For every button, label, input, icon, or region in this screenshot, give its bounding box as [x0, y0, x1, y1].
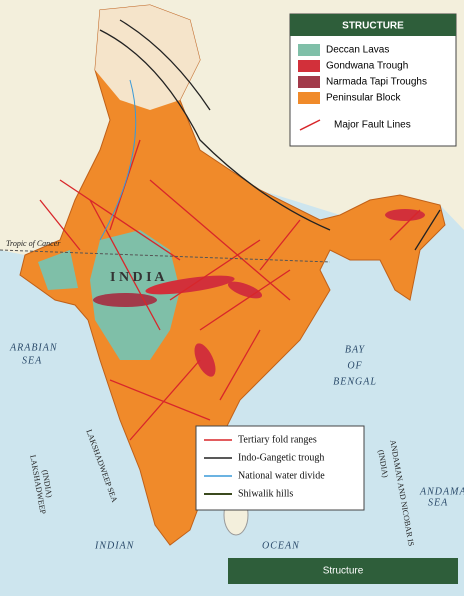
gondwana-trough: [385, 209, 425, 221]
legend-header: [290, 14, 456, 36]
sea-label: SEA: [22, 355, 42, 366]
swatch: [298, 44, 320, 56]
tropic-label: Tropic of Cancer: [6, 239, 61, 248]
swatch: [298, 60, 320, 72]
footer-title: Structure: [323, 566, 364, 577]
legend-item: Indo-Gangetic trough: [238, 452, 324, 463]
sea-label: BENGAL: [333, 376, 377, 387]
tropic-line: [0, 249, 331, 263]
fold-ranges: [99, 19, 441, 251]
swatch-line: [299, 119, 321, 131]
sea-label: ARABIAN: [9, 342, 58, 353]
legend-bottom: Tertiary fold ranges Indo-Gangetic troug…: [195, 425, 365, 511]
sea-label: OCEAN: [262, 540, 300, 551]
water-divide: [99, 79, 137, 241]
legend-item: Tertiary fold ranges: [238, 434, 317, 445]
sea-label: SEA: [428, 497, 448, 508]
gondwana-trough: [194, 343, 216, 377]
gondwana-trough: [145, 275, 235, 295]
legend-item: Deccan Lavas: [326, 45, 389, 56]
legend-top: STRUCTURE Deccan Lavas Gondwana Trough N…: [289, 13, 457, 147]
himalaya-region: [95, 5, 200, 110]
swatch: [298, 92, 320, 104]
sea-label: BAY: [345, 344, 366, 355]
legend-item: Shiwalik hills: [238, 488, 293, 499]
swatch: [298, 76, 320, 88]
sea-label: OF: [347, 360, 362, 371]
narmada-trough: [93, 293, 157, 307]
legend-item: Major Fault Lines: [334, 120, 411, 131]
sea-label: INDIAN: [94, 540, 135, 551]
legend-item: Gondwana Trough: [326, 61, 408, 72]
footer-banner: [228, 558, 458, 584]
legend-item: Narmada Tapi Troughs: [326, 77, 427, 88]
country-label: I N D I A: [110, 270, 165, 285]
legend-title: STRUCTURE: [342, 21, 404, 32]
fault-lines: [39, 139, 421, 441]
legend-item: National water divide: [238, 470, 325, 481]
deccan-lavas-gujarat: [38, 250, 78, 290]
india: [19, 4, 446, 546]
sea-label: ANDAMAN: [419, 486, 464, 497]
legend-item: Peninsular Block: [326, 93, 401, 104]
